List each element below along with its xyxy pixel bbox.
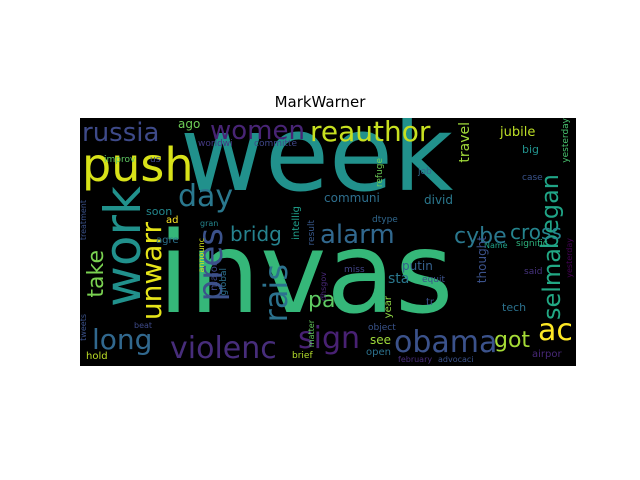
word-committe: committe [254,139,298,149]
word-year: year [383,296,394,319]
word-see: see [370,333,392,347]
word-treatment: treatment [80,200,88,241]
word-signific: signific [516,239,548,249]
word-february: february [398,355,433,364]
word-worldwi: worldwi [198,139,233,149]
word-reauthor: reauthor [310,118,431,148]
word-cybe: cybe [454,224,507,249]
word-thought: thought [475,236,489,284]
word-airpor: airpor [532,349,562,360]
word-gran: gran [200,219,219,228]
word-hold: hold [86,351,108,362]
word-invas: invas [158,209,454,339]
word-miss: miss [344,265,365,275]
word-dtype: dtype [372,215,398,225]
word-us: us [150,155,161,165]
word-rais: rais [257,264,295,323]
word-day: day [178,179,234,214]
word-global: global [219,268,229,296]
word-soon: soon [146,205,173,218]
word-push: push [82,138,194,192]
word-equit: equit [422,275,445,285]
word-improv: improv [104,155,136,165]
word-bridg: bridg [230,222,282,246]
word-take: take [84,250,109,298]
word-ago: ago [178,118,201,131]
word-tech: tech [502,301,527,314]
word-agre: agre [156,235,179,246]
word-intellig: intellig [291,206,302,240]
word-tweets: tweets [80,314,88,341]
word-obama: obama [394,325,498,360]
word-divid: divid [424,193,454,207]
word-cross: cross [510,220,562,244]
word-result: result [307,220,317,246]
word-long: long [92,323,153,356]
word-cloud: week invas push work reauthor russia wom… [80,118,576,366]
word-pa: pa [308,288,336,313]
word-got: got [494,328,531,353]
word-sign: sign [298,321,361,356]
word-alarm: alarm [320,220,395,250]
word-announc: announc [197,238,206,273]
word-women: women [210,118,305,146]
word-travel: travel [457,122,473,163]
word-ac: ac [538,313,573,348]
word-selma: selma [538,248,566,321]
word-communi: communi [324,191,380,205]
word-said: said [524,267,543,277]
word-dhsgov: dhsgov [319,272,328,302]
word-job: job [418,167,432,177]
word-object: object [368,323,396,333]
figure-title: MarkWarner [274,93,366,111]
word-ad: ad [166,215,179,226]
word-sta: sta [388,271,410,287]
word-name: Name [484,241,508,250]
word-violenc: violenc [170,331,277,366]
word-week: week [180,118,454,215]
word-jubile: jubile [500,125,536,140]
word-putin: putin [402,259,433,273]
word-yesterday-2: yesterday [565,238,574,278]
word-tr: tr [426,297,435,308]
word-big: big [522,143,540,156]
word-matter: matter [307,320,316,348]
word-refuge: refuge [375,158,385,188]
word-advocaci: advocaci [438,355,474,364]
word-russia: russia [82,118,160,148]
word-yesterday: yesterday [561,118,571,163]
word-open: open [366,347,391,358]
word-brief: brief [292,351,313,361]
word-case: case [522,173,543,183]
word-beat: beat [134,321,153,330]
